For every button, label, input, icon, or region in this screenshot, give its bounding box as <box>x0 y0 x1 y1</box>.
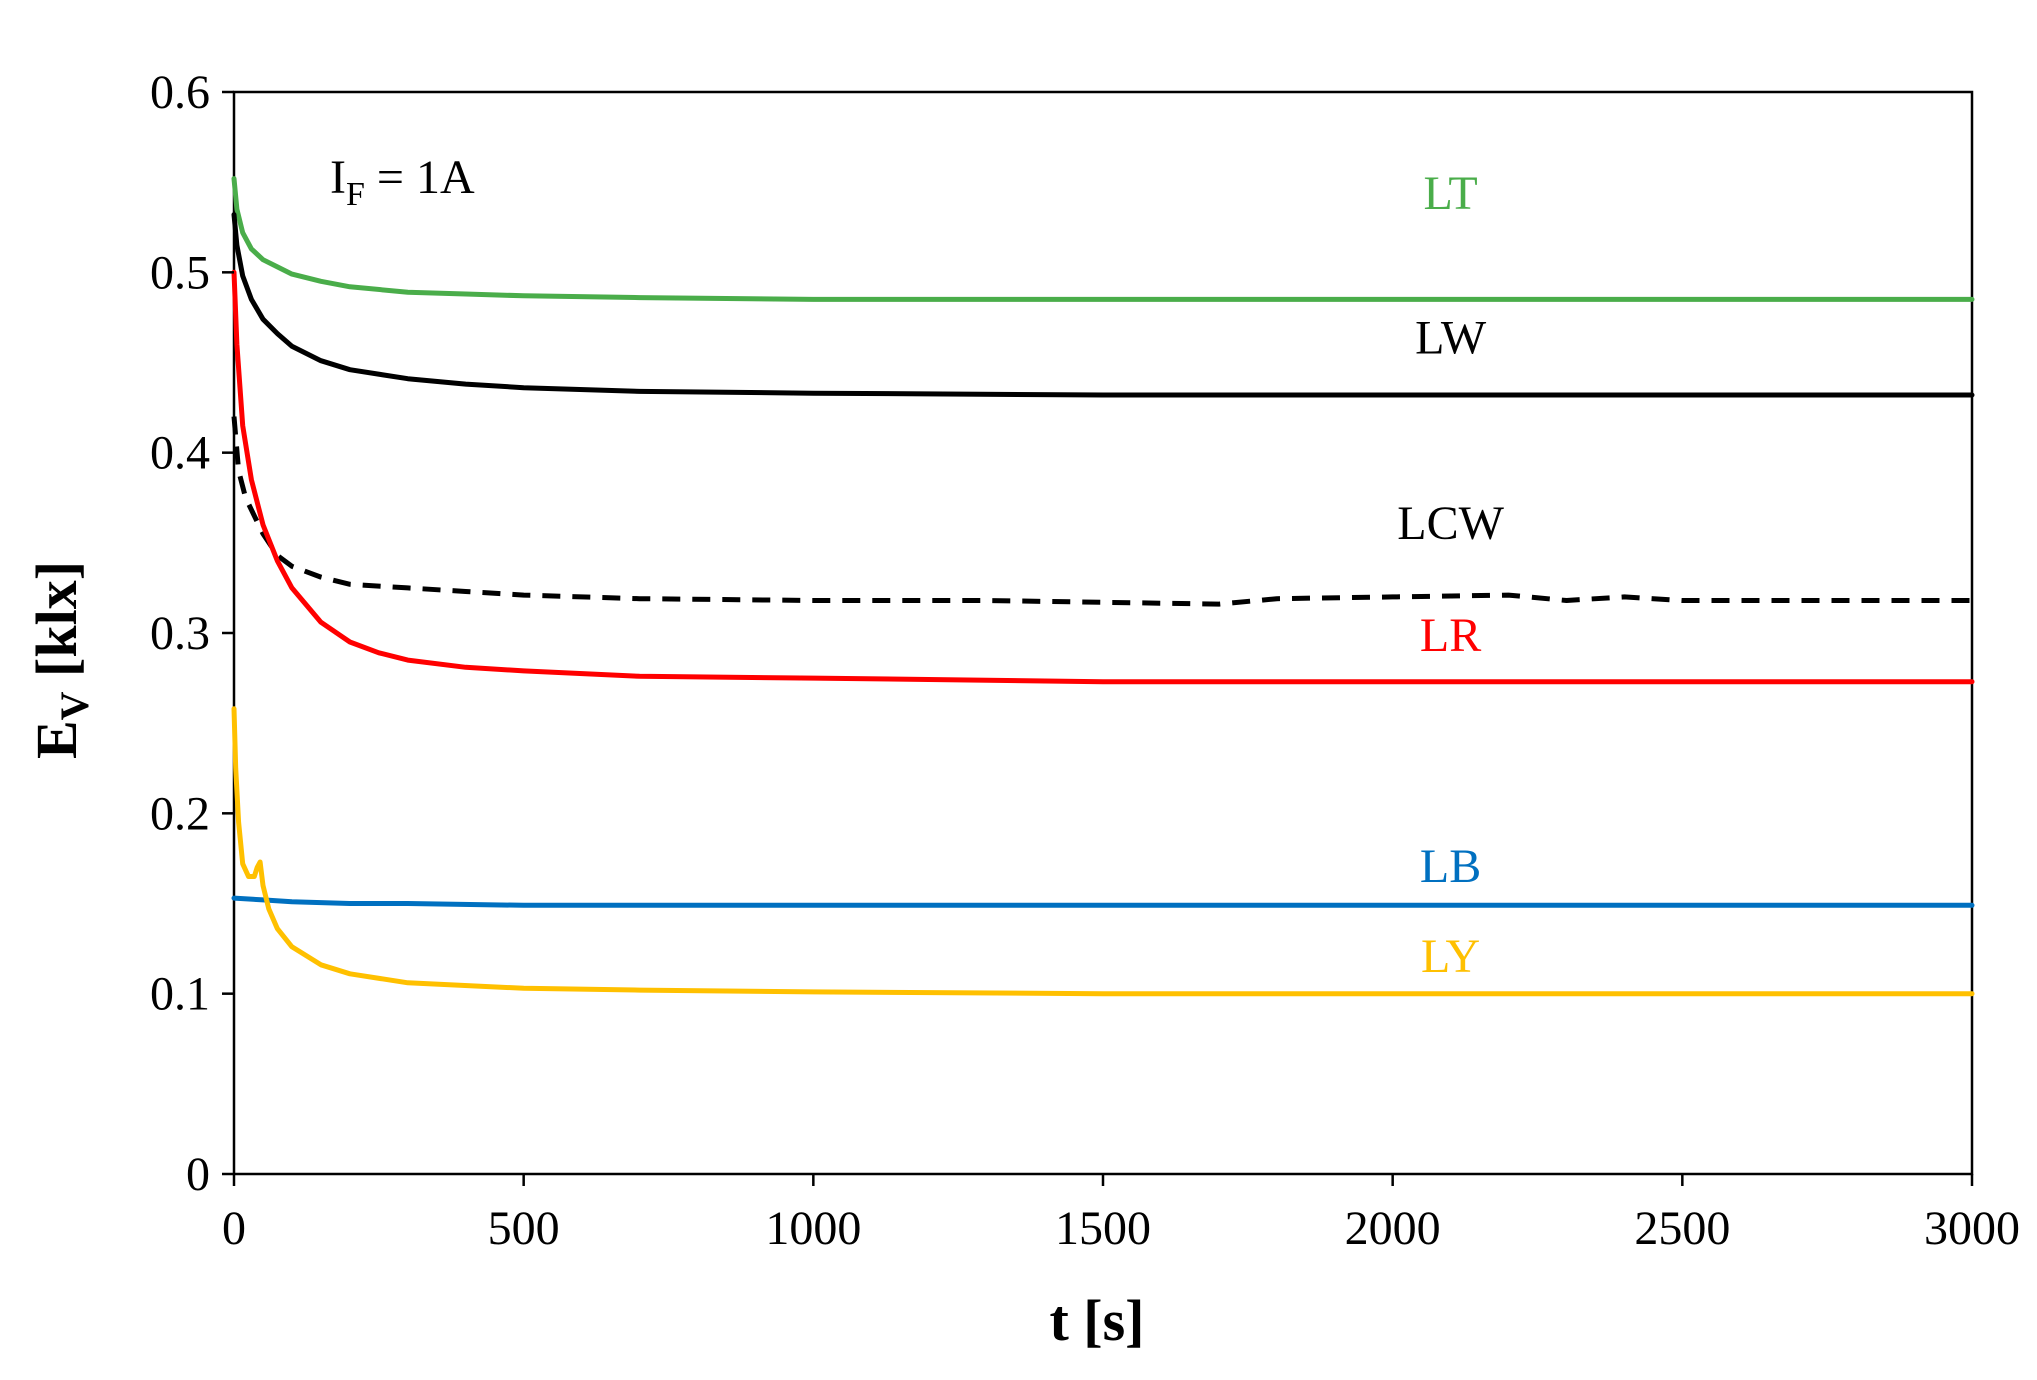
y-tick-label: 0.6 <box>150 66 210 119</box>
x-tick-label: 0 <box>222 1202 246 1255</box>
current-annotation: IF = 1A <box>330 151 475 213</box>
series-label-lt: LT <box>1423 167 1477 220</box>
x-tick-label: 500 <box>488 1202 560 1255</box>
x-tick-label: 1500 <box>1055 1202 1151 1255</box>
series-line-lt <box>231 176 1975 302</box>
current-annotation-rest: = 1A <box>365 151 475 204</box>
axes-layer: 0 500 1000 1500 2000 2500 3000 0 0.1 0.2 0.3 0.4 0.5… <box>150 66 2020 1255</box>
current-annotation-sub: F <box>346 176 365 213</box>
y-axis-title-unit: [klx] <box>24 561 89 692</box>
series-line-ly <box>231 706 1975 997</box>
series-line-lb <box>231 895 1975 908</box>
x-tick-label: 2000 <box>1345 1202 1441 1255</box>
x-axis-title: t [s] <box>1049 1288 1144 1353</box>
plot-frame <box>232 90 1974 1176</box>
series-line-lr <box>231 269 1975 685</box>
y-axis-title-main: E <box>24 720 89 759</box>
y-axis-title-sub: V <box>52 691 97 720</box>
y-tick-label: 0.1 <box>150 968 210 1021</box>
series-label-ly: LY <box>1421 930 1480 983</box>
series-layer: LT LW LCW LR LB LY <box>231 167 1975 997</box>
y-tick-label: 0.5 <box>150 246 210 299</box>
plot-area <box>232 90 1974 1176</box>
y-tick-label: 0.4 <box>150 427 210 480</box>
y-axis-title: EV [klx] <box>24 561 97 759</box>
series-label-lw: LW <box>1415 312 1487 365</box>
y-tick-label: 0.3 <box>150 607 210 660</box>
series-label-lr: LR <box>1420 609 1481 662</box>
series-label-lb: LB <box>1420 840 1481 893</box>
y-tick-label: 0.2 <box>150 787 210 840</box>
x-tick-label: 1000 <box>765 1202 861 1255</box>
series-line-lcw <box>231 416 1972 607</box>
current-annotation-main: I <box>330 151 346 204</box>
x-tick-label: 3000 <box>1924 1202 2020 1255</box>
y-tick-label: 0 <box>186 1148 210 1201</box>
series-line-lw <box>231 212 1975 398</box>
x-tick-label: 2500 <box>1634 1202 1730 1255</box>
series-label-lcw: LCW <box>1397 497 1504 550</box>
